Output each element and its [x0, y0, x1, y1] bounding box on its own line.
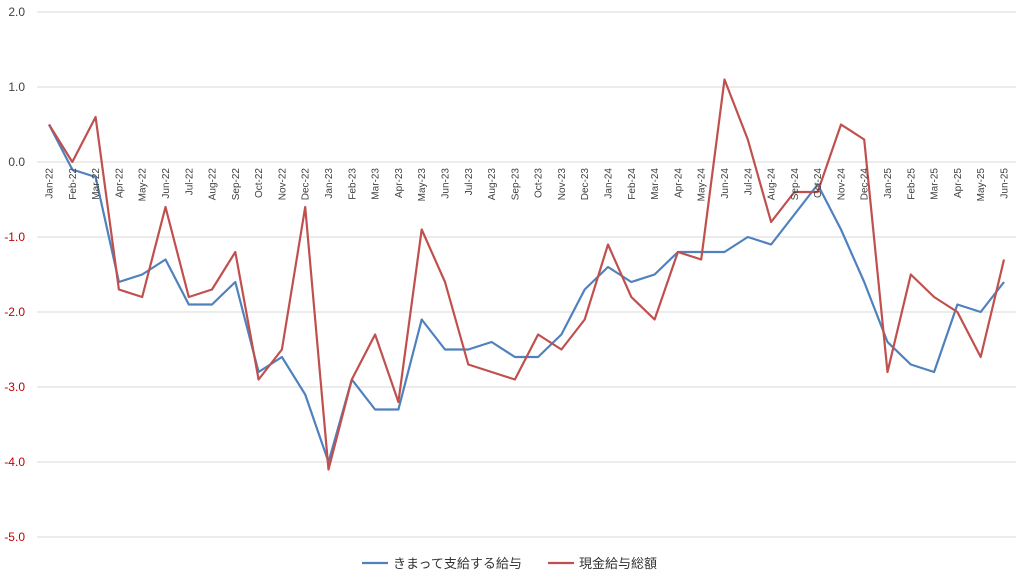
x-tick-label: Mar-24: [650, 168, 661, 200]
x-tick-label: Sep-24: [790, 168, 801, 201]
x-tick-label: Apr-24: [673, 168, 684, 198]
y-tick-label: -4.0: [4, 455, 25, 469]
x-tick-label: Sep-23: [510, 168, 521, 201]
x-tick-label: Aug-23: [487, 168, 498, 201]
x-tick-label: Feb-25: [906, 168, 917, 200]
x-tick-label: May-25: [976, 168, 987, 202]
x-tick-label: Apr-25: [953, 168, 964, 198]
x-tick-label: Oct-22: [254, 168, 265, 198]
x-tick-label: Apr-22: [114, 168, 125, 198]
x-tick-label: Jun-24: [720, 168, 731, 199]
x-tick-label: Jan-23: [324, 168, 335, 199]
legend-label-series-0: きまって支給する給与: [393, 557, 522, 572]
x-tick-label: Aug-22: [208, 168, 219, 201]
x-tick-label: Jan-24: [604, 168, 615, 199]
x-tick-label: Jul-23: [464, 168, 475, 196]
y-tick-label: 1.0: [8, 80, 25, 94]
x-tick-label: Jun-23: [440, 168, 451, 199]
x-tick-label: May-22: [138, 168, 149, 202]
x-tick-label: May-24: [697, 168, 708, 202]
x-tick-label: Mar-22: [91, 168, 102, 200]
x-tick-label: Jan-22: [45, 168, 56, 199]
legend-label-series-1: 現金給与総額: [579, 556, 657, 572]
series-line-1: [48, 78, 1006, 471]
x-axis-tick-labels: Jan-22 Feb-22 Mar-22 Apr-22 May-22 Jun-22 Jul-…: [45, 168, 1011, 202]
x-tick-label: Jun-22: [161, 168, 172, 199]
y-tick-label: 0.0: [8, 155, 25, 169]
x-tick-label: Nov-24: [836, 168, 847, 201]
x-tick-label: Dec-24: [860, 168, 871, 201]
gridlines: [37, 11, 1016, 538]
y-tick-label: 2.0: [8, 5, 25, 19]
x-tick-label: Sep-22: [231, 168, 242, 201]
x-tick-label: Aug-24: [767, 168, 778, 201]
y-tick-label: -5.0: [4, 530, 25, 544]
x-tick-label: May-23: [417, 168, 428, 202]
x-tick-label: Jul-24: [743, 168, 754, 196]
x-tick-label: Jan-25: [883, 168, 894, 199]
legend: きまって支給する給与 現金給与総額: [362, 556, 657, 572]
x-tick-label: Apr-23: [394, 168, 405, 198]
y-tick-label: -2.0: [4, 305, 25, 319]
x-tick-label: Oct-24: [813, 168, 824, 198]
x-tick-label: Feb-23: [347, 168, 358, 200]
x-tick-label: Jul-22: [184, 168, 195, 196]
x-tick-label: Mar-23: [371, 168, 382, 200]
y-axis-tick-labels: 2.0 1.0 0.0 -1.0 -2.0 -3.0 -4.0 -5.0: [4, 5, 25, 544]
x-tick-label: Dec-22: [301, 168, 312, 201]
x-tick-label: Feb-22: [68, 168, 79, 200]
series-lines: [48, 78, 1006, 471]
x-tick-label: Dec-23: [580, 168, 591, 201]
y-tick-label: -3.0: [4, 380, 25, 394]
x-tick-label: Feb-24: [627, 168, 638, 200]
x-tick-label: Oct-23: [534, 168, 545, 198]
x-tick-label: Mar-25: [930, 168, 941, 200]
x-tick-label: Jun-25: [1000, 168, 1011, 199]
y-tick-label: -1.0: [4, 230, 25, 244]
x-tick-label: Nov-23: [557, 168, 568, 201]
x-tick-label: Nov-22: [277, 168, 288, 201]
